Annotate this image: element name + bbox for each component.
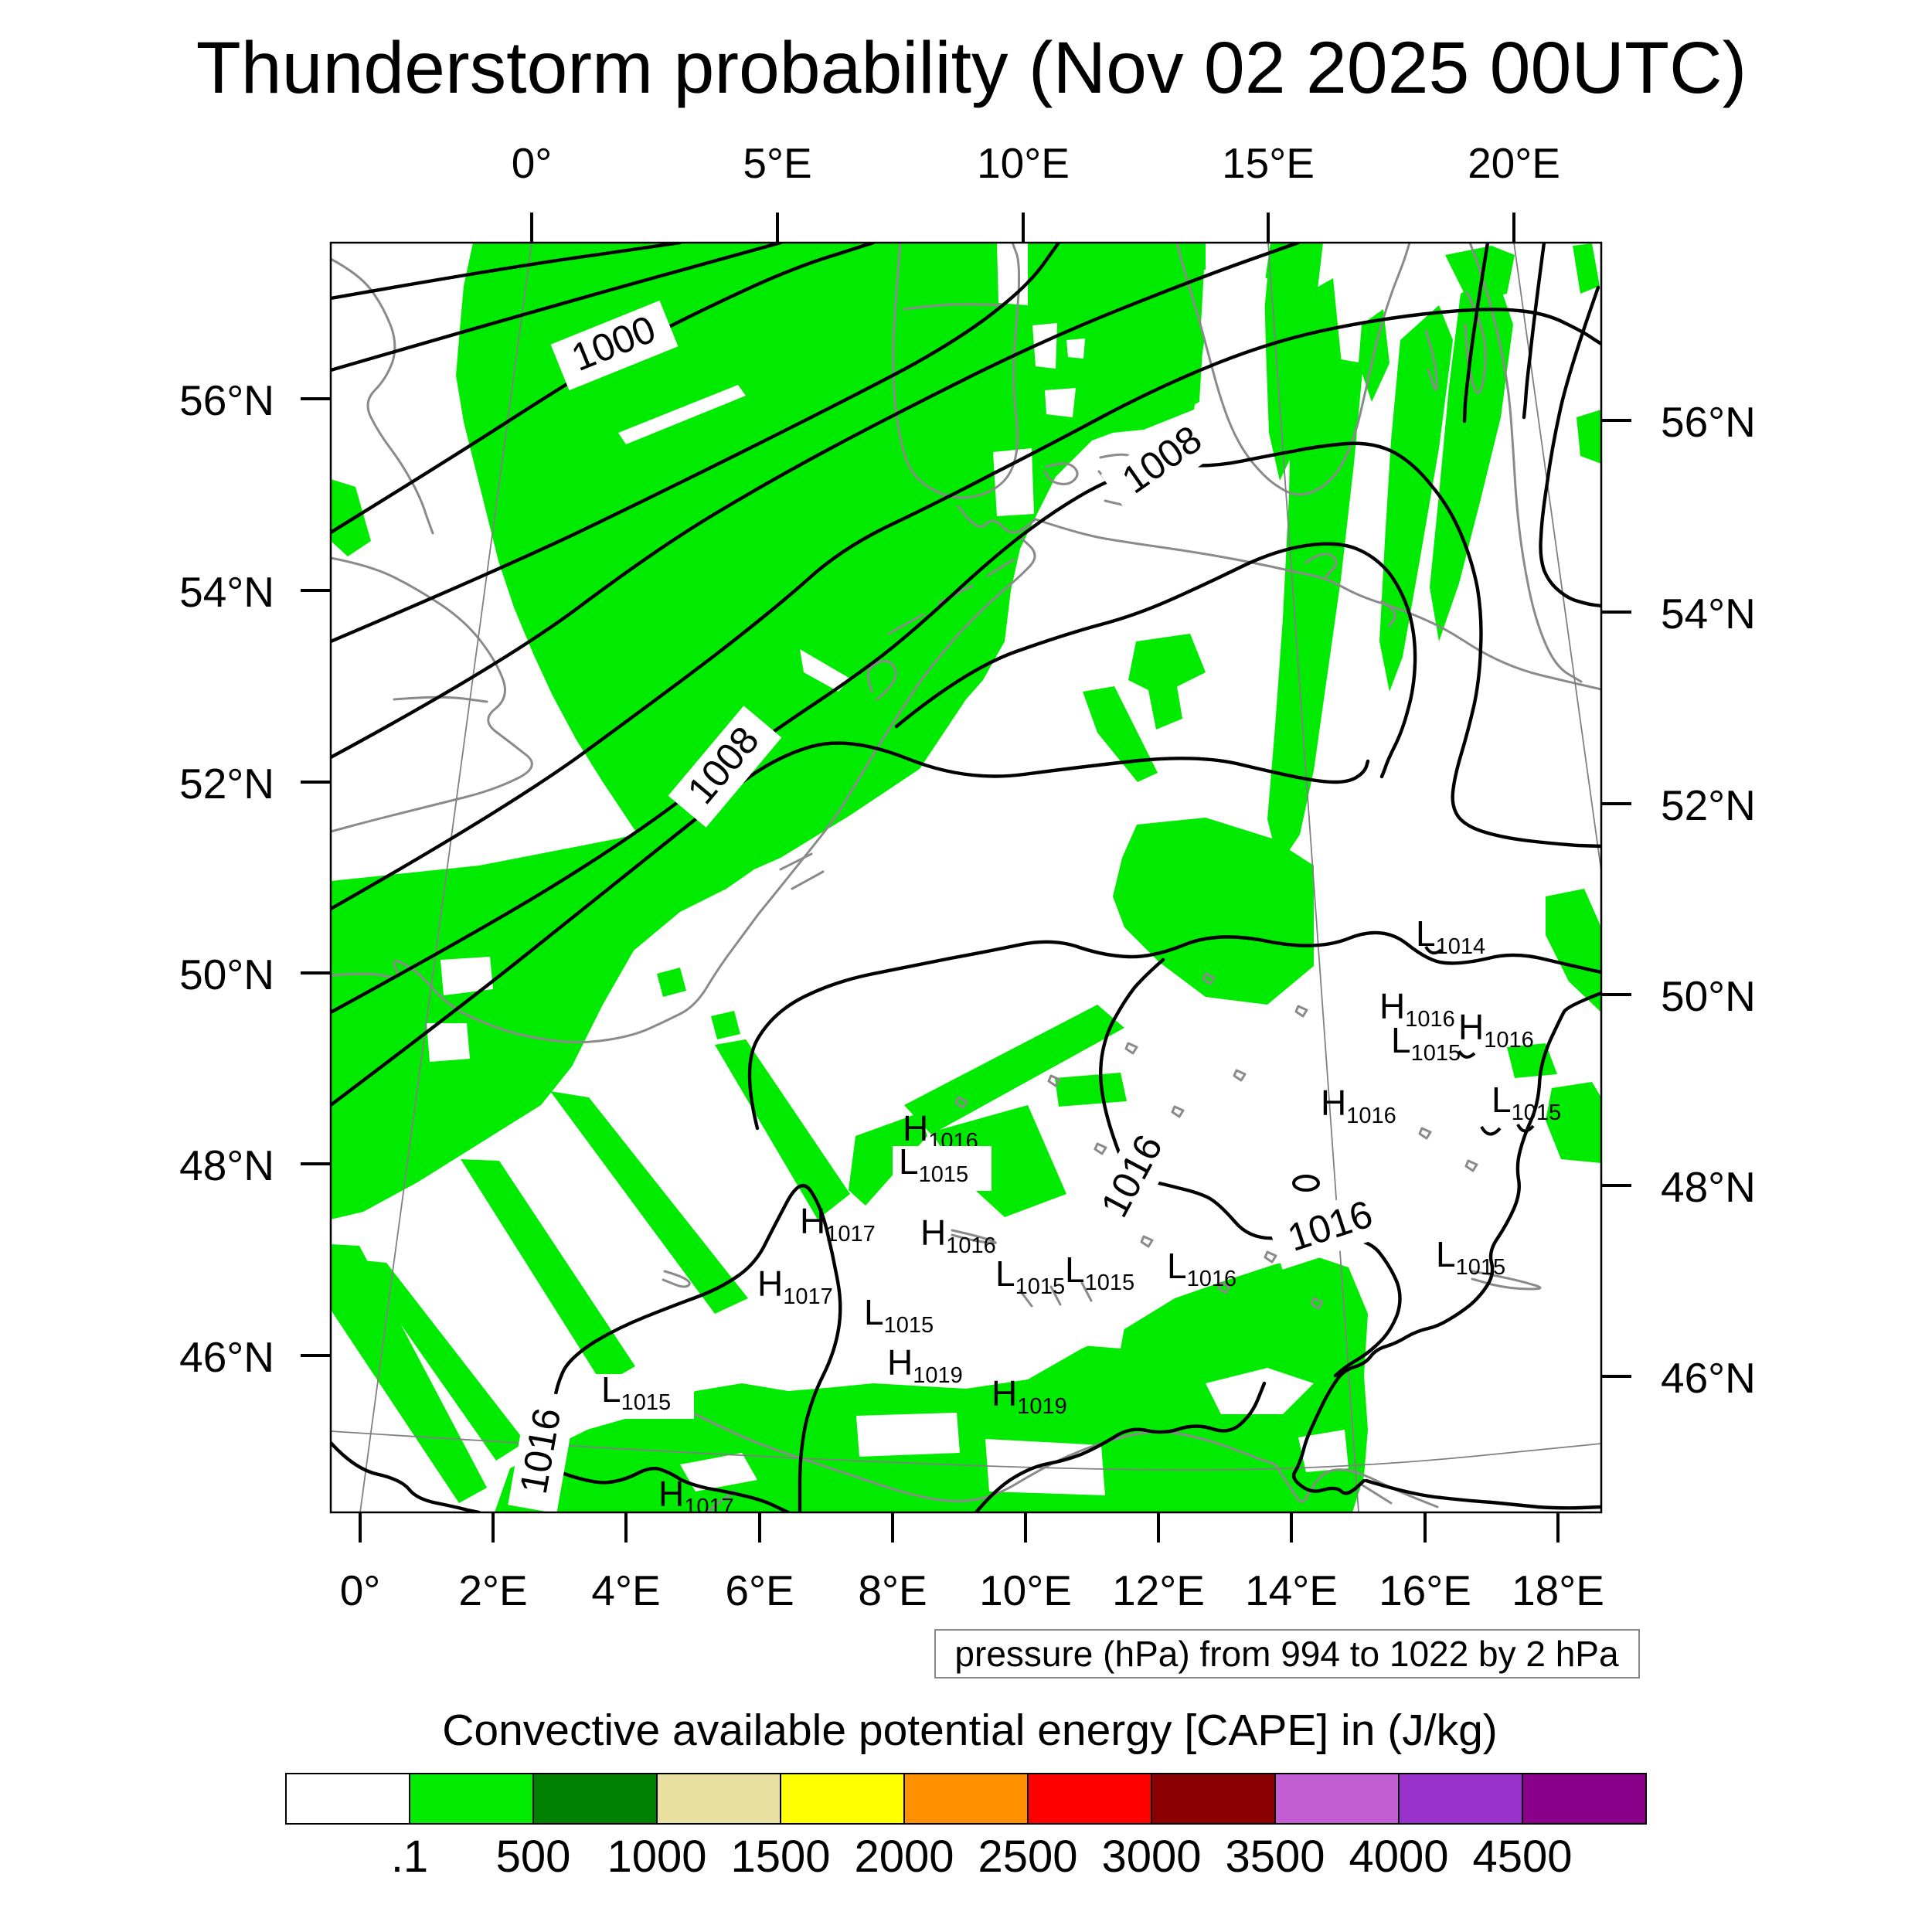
svg-text:0°: 0°	[340, 1566, 381, 1614]
svg-text:4000: 4000	[1349, 1832, 1448, 1882]
svg-text:Convective available potential: Convective available potential energy [C…	[442, 1706, 1498, 1755]
svg-text:56°N: 56°N	[1661, 398, 1756, 446]
svg-text:1500: 1500	[730, 1832, 830, 1882]
svg-text:10°E: 10°E	[979, 1566, 1072, 1614]
svg-text:4°E: 4°E	[591, 1566, 660, 1614]
svg-text:54°N: 54°N	[179, 568, 274, 616]
svg-text:Thunderstorm probability (Nov: Thunderstorm probability (Nov 02 2025 00…	[196, 27, 1747, 109]
svg-text:3500: 3500	[1225, 1832, 1325, 1882]
svg-text:48°N: 48°N	[1661, 1163, 1756, 1211]
svg-text:8°E: 8°E	[858, 1566, 927, 1614]
svg-text:14°E: 14°E	[1245, 1566, 1338, 1614]
svg-text:16°E: 16°E	[1379, 1566, 1471, 1614]
svg-text:52°N: 52°N	[1661, 781, 1756, 829]
svg-text:6°E: 6°E	[725, 1566, 794, 1614]
svg-text:4500: 4500	[1472, 1832, 1572, 1882]
svg-text:pressure (hPa) from 994 to 102: pressure (hPa) from 994 to 1022 by 2 hPa	[954, 1634, 1619, 1674]
svg-text:10°E: 10°E	[977, 139, 1070, 187]
svg-text:500: 500	[496, 1832, 571, 1882]
svg-text:15°E: 15°E	[1222, 139, 1315, 187]
svg-text:0°: 0°	[512, 139, 553, 187]
svg-text:52°N: 52°N	[179, 760, 274, 808]
svg-text:46°N: 46°N	[179, 1333, 274, 1381]
svg-text:5°E: 5°E	[743, 139, 811, 187]
svg-text:20°E: 20°E	[1468, 139, 1560, 187]
svg-text:.1: .1	[391, 1832, 428, 1882]
svg-text:48°N: 48°N	[179, 1141, 274, 1189]
svg-text:46°N: 46°N	[1661, 1354, 1756, 1402]
svg-text:2°E: 2°E	[458, 1566, 527, 1614]
svg-text:2000: 2000	[854, 1832, 954, 1882]
svg-text:1000: 1000	[607, 1832, 706, 1882]
svg-text:2500: 2500	[978, 1832, 1077, 1882]
svg-text:54°N: 54°N	[1661, 590, 1756, 638]
svg-text:12°E: 12°E	[1112, 1566, 1205, 1614]
svg-text:18°E: 18°E	[1512, 1566, 1604, 1614]
svg-text:L1014: L1014	[1416, 913, 1485, 959]
svg-text:3000: 3000	[1101, 1832, 1201, 1882]
svg-text:56°N: 56°N	[179, 376, 274, 424]
svg-text:50°N: 50°N	[179, 951, 274, 998]
svg-text:50°N: 50°N	[1661, 972, 1756, 1020]
